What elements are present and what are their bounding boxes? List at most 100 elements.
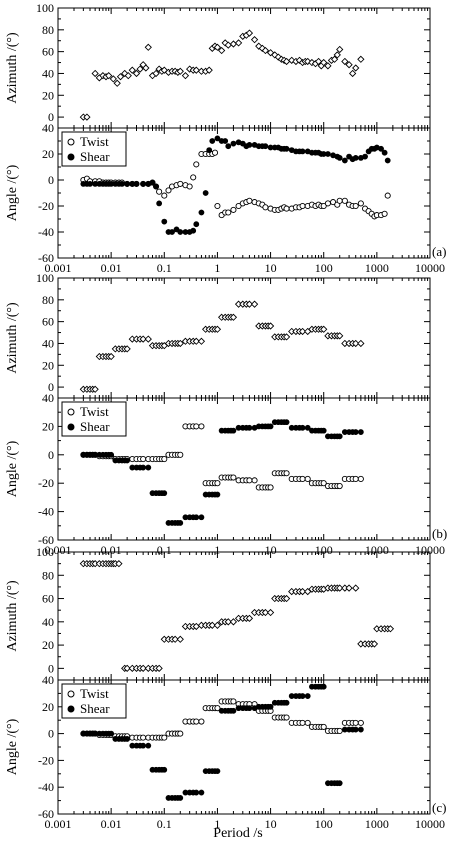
data-point-diamond [128,66,136,74]
data-point-twist [352,202,359,210]
data-point-shear [177,795,184,801]
data-point-shear [246,141,253,148]
data-point-diamond [181,72,190,80]
data-point-shear [225,143,232,150]
data-point-twist [140,734,147,741]
data-point-diamond [282,333,291,341]
data-point-shear [206,147,213,153]
x-tick-label: 1000 [365,817,389,831]
data-point-shear [230,427,237,434]
data-point-shear [124,457,131,464]
data-point-twist [198,423,205,430]
data-point-twist [177,730,184,737]
data-point-shear [193,221,200,228]
y-axis-label: Azimuth /(°) [5,302,20,374]
data-point-twist [320,202,327,210]
data-point-diamond [213,43,222,51]
data-point-shear [384,157,391,164]
x-tick-label: 0.001 [45,817,72,831]
data-point-diamond [352,339,360,348]
legend-marker-twist [67,690,75,698]
y-tick-label: 0 [48,173,54,187]
data-point-twist [193,423,200,430]
data-point-shear [336,433,343,440]
y-axis-label: Angle /(°) [5,718,20,775]
data-point-twist [230,206,237,213]
data-point-shear [283,699,290,706]
data-point-diamond [308,58,316,67]
data-point-shear [267,703,274,710]
data-point-shear [190,227,197,234]
legend-marker-shear [67,423,75,431]
data-point-twist [283,470,290,477]
data-point-twist [283,205,290,212]
data-point-shear [140,464,147,471]
data-point-shear [193,514,200,521]
data-point-diamond [298,587,307,596]
data-point-shear [161,766,168,773]
data-point-twist [336,727,343,734]
data-point-diamond [83,113,91,121]
y-tick-label: 0 [48,448,54,462]
y-tick-label: 0 [48,661,54,675]
data-point-diamond [123,664,131,673]
data-point-twist [165,187,172,194]
legend-label-shear: Shear [80,149,110,164]
data-point-shear [352,154,359,161]
data-point-diamond [320,325,328,333]
data-point-shear [304,693,311,699]
data-point-twist [324,200,331,207]
data-point-diamond [229,618,238,626]
x-tick-label: 10000 [415,817,445,831]
data-point-diamond [132,69,141,78]
y-tick-label: -40 [38,505,54,519]
data-point-twist [357,719,364,726]
data-point-twist [235,202,242,210]
y-tick-label: 20 [42,147,54,161]
data-point-twist [262,204,269,211]
data-point-diamond [160,66,168,74]
x-tick-label: 0.1 [157,543,172,557]
y-tick-label: 80 [42,293,54,307]
data-point-shear [193,789,200,796]
panel-b-azimuth: 0 20 40 60 80 100 Azimuth /(°) [5,271,431,399]
data-point-shear [336,780,343,787]
x-tick-label: 10000 [415,261,445,275]
data-point-twist [320,723,327,730]
data-point-diamond [197,337,206,345]
data-point-twist [320,480,327,487]
y-tick-label: 40 [42,391,54,405]
data-point-shear [299,148,306,155]
data-point-twist [214,480,221,487]
data-point-diamond [139,335,147,343]
data-point-shear [262,143,269,150]
data-point-diamond [352,64,360,72]
data-point-twist [251,477,258,484]
data-point-diamond [345,61,353,69]
data-point-diamond [304,57,312,66]
data-point-diamond [266,322,275,330]
y-tick-label: 20 [42,358,54,372]
data-point-shear [177,520,184,526]
x-tick-label: 0.001 [45,261,72,275]
data-point-diamond [324,62,332,70]
data-point-twist [161,456,168,463]
data-point-shear [169,229,175,235]
data-point-shear [124,736,131,742]
data-point-diamond [250,36,259,44]
data-point-shear [209,138,216,144]
y-tick-label: -40 [38,225,54,239]
data-point-twist [161,734,168,741]
panel-a-azimuth: 0 20 40 60 80 100 Azimuth /(°) [5,1,431,129]
data-point-shear [230,707,237,714]
data-point-diamond [91,385,99,393]
panel-c-angle: 0.001 0.01 0.1 1 10 100 1000 10000 -60 -40 -20 0 20 4… [5,673,446,831]
data-point-twist [304,475,311,482]
data-point-diamond [116,73,125,81]
data-point-diamond [192,337,200,345]
plot-frame [57,7,431,129]
data-point-shear [149,179,156,186]
data-point-twist [214,705,221,712]
